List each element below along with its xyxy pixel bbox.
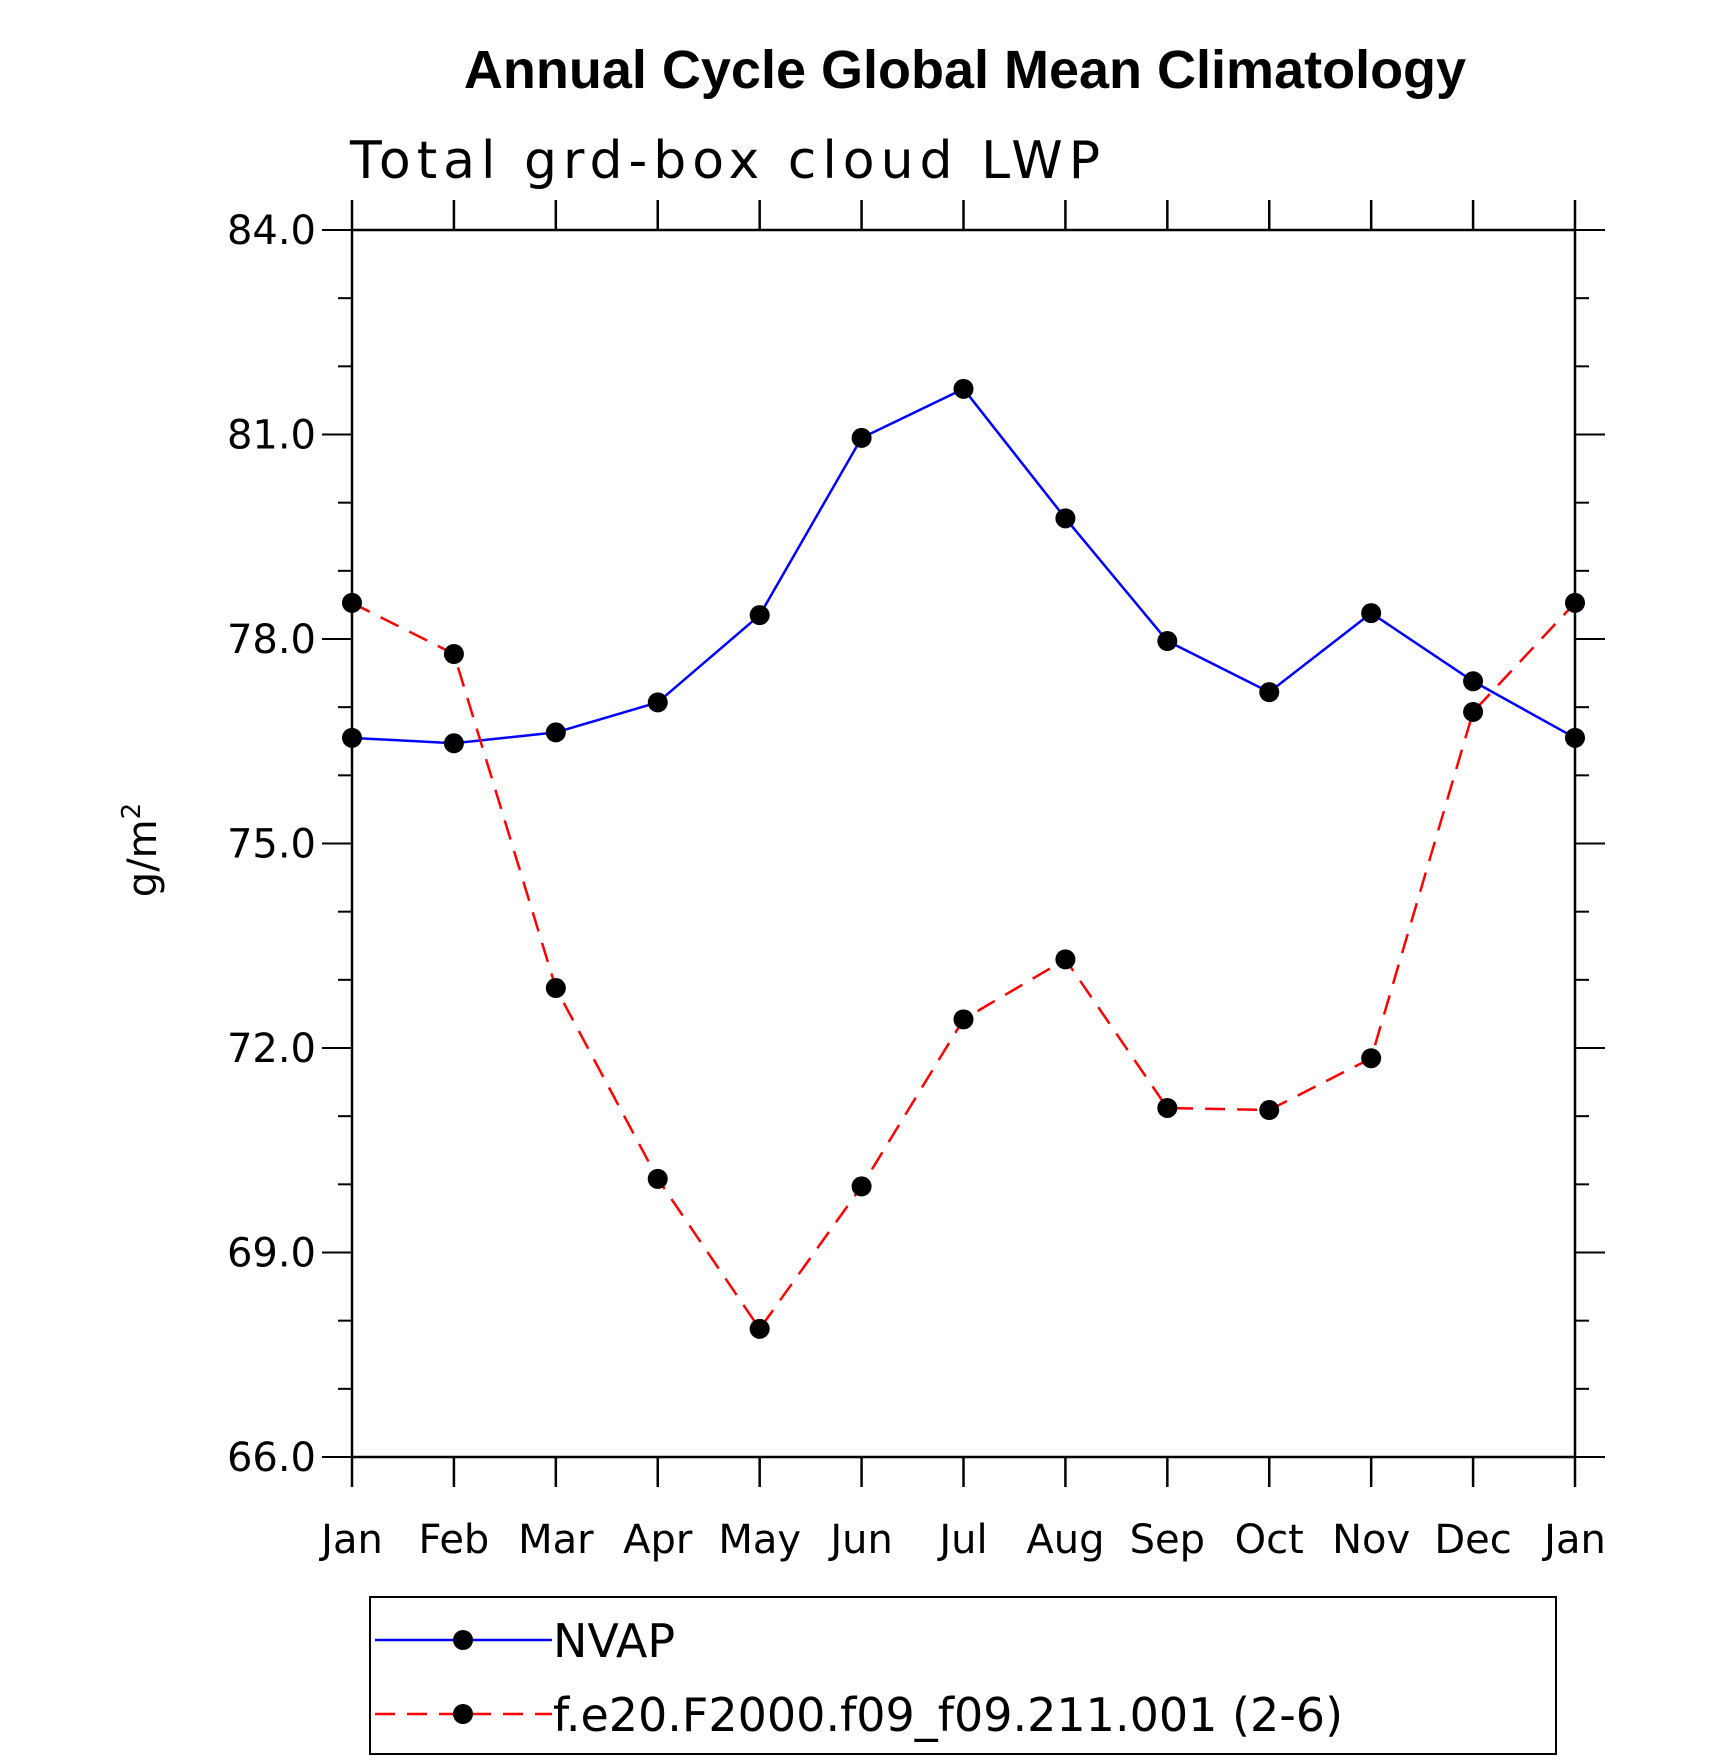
x-tick-label: Jan	[1541, 1517, 1606, 1563]
x-tick-label: Dec	[1434, 1517, 1511, 1563]
x-tick-label: Jan	[318, 1517, 383, 1563]
plot-frame	[350, 228, 1577, 1459]
series-1-point	[1463, 701, 1484, 722]
series-1-point	[1157, 1097, 1178, 1118]
series-0-point	[1361, 603, 1382, 624]
x-tick-label: Feb	[419, 1517, 490, 1563]
legend-box	[369, 1596, 1557, 1755]
series-1-point	[342, 592, 362, 613]
series-1-point	[953, 1009, 974, 1030]
series-1-point	[545, 978, 566, 999]
y-tick-label: 69.0	[227, 1231, 316, 1277]
y-axis-label-unit: g/m	[120, 819, 166, 897]
series-0-point	[342, 727, 362, 748]
x-tick-label: Aug	[1026, 1517, 1104, 1563]
series-0-point	[1259, 682, 1280, 703]
series-line-1	[351, 601, 1576, 1332]
legend-marker-model	[453, 1704, 473, 1724]
series-1-point	[749, 1318, 770, 1339]
x-tick-label: May	[718, 1517, 801, 1563]
x-tick-label: Jul	[936, 1517, 987, 1563]
series-0-point	[443, 733, 464, 754]
series-0-point	[1565, 727, 1585, 748]
legend-label-model: f.e20.F2000.f09_f09.211.001 (2-6)	[553, 1688, 1343, 1742]
series-0-point	[647, 692, 668, 713]
y-axis-label-exponent: 2	[117, 803, 147, 820]
series-0-point	[1157, 631, 1178, 652]
x-tick-label: Apr	[623, 1517, 693, 1563]
series-1-point	[851, 1176, 872, 1197]
plot-area: Jan Feb Mar Apr May Jun Jul Aug Sep Oct Nov Dec Jan 8…	[227, 200, 1606, 1563]
series-line-0	[351, 387, 1576, 745]
x-tick-label: Nov	[1332, 1517, 1410, 1563]
y-tick-label: 72.0	[227, 1026, 316, 1072]
y-axis-label: g/m2	[117, 803, 166, 897]
y-tick-label: 78.0	[227, 617, 316, 663]
y-tick-label: 81.0	[227, 413, 316, 459]
legend: NVAP f.e20.F2000.f09_f09.211.001 (2-6)	[369, 1596, 1557, 1755]
chart-title: Annual Cycle Global Mean Climatology	[464, 40, 1466, 100]
x-tick-label: Oct	[1235, 1517, 1304, 1563]
series-1-point	[647, 1168, 668, 1189]
chart-subtitle: Total grd-box cloud LWP	[349, 131, 1106, 191]
legend-marker-nvap	[453, 1630, 473, 1650]
series-0-point	[851, 427, 872, 448]
series-1-point	[1055, 949, 1076, 970]
series-0-point	[953, 378, 974, 399]
x-tick-label: Mar	[518, 1517, 594, 1563]
series-1-point	[443, 643, 464, 664]
x-tick-label: Jun	[827, 1517, 893, 1563]
series-1-point	[1565, 592, 1585, 613]
series-0-point	[1055, 508, 1076, 529]
series-1-point	[1259, 1100, 1280, 1121]
x-tick-label: Sep	[1130, 1517, 1205, 1563]
y-tick-label: 66.0	[227, 1435, 316, 1481]
series-1-point	[1361, 1048, 1382, 1069]
series-0-point	[1463, 671, 1484, 692]
y-tick-label: 84.0	[227, 208, 316, 254]
legend-label-nvap: NVAP	[553, 1614, 675, 1668]
series-0-point	[749, 605, 770, 626]
series-0-point	[545, 722, 566, 743]
y-tick-label: 75.0	[227, 822, 316, 868]
